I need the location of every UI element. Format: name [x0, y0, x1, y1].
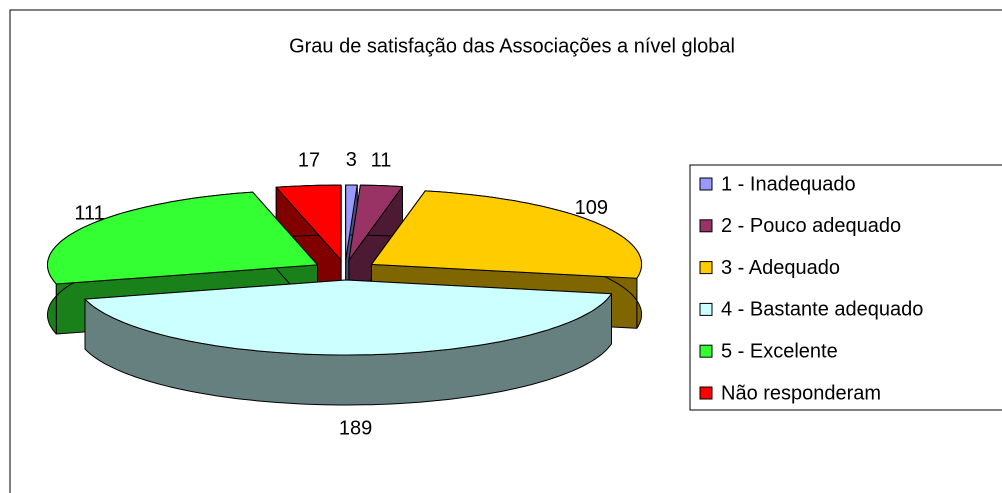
legend-label: 1 - Inadequado — [721, 173, 856, 195]
slice — [348, 184, 403, 261]
legend-label: 2 - Pouco adequado — [721, 215, 901, 237]
legend-swatch — [699, 344, 713, 358]
slice — [371, 190, 642, 279]
legend-label: 4 - Bastante adequado — [721, 299, 923, 321]
legend-box — [689, 164, 1002, 411]
slice — [47, 191, 318, 285]
slice — [275, 184, 342, 261]
chart-title: Grau de satisfação das Associações a nív… — [289, 35, 735, 57]
legend-label: 3 - Adequado — [721, 257, 840, 279]
legend-swatch — [699, 261, 713, 275]
slice — [345, 184, 358, 261]
data-label: 109 — [575, 197, 608, 219]
data-label: 189 — [339, 418, 372, 440]
data-label: 3 — [346, 149, 357, 171]
data-label: 11 — [371, 150, 392, 172]
legend-swatch — [699, 302, 713, 316]
legend-label: Não responderam — [721, 382, 881, 404]
legend-label: 5 - Excelente — [721, 340, 838, 362]
slice — [84, 279, 612, 356]
data-label: 111 — [74, 202, 104, 224]
legend-swatch — [699, 177, 713, 191]
legend-swatch — [699, 386, 713, 400]
legend-swatch — [699, 219, 713, 233]
data-label: 17 — [298, 150, 320, 172]
